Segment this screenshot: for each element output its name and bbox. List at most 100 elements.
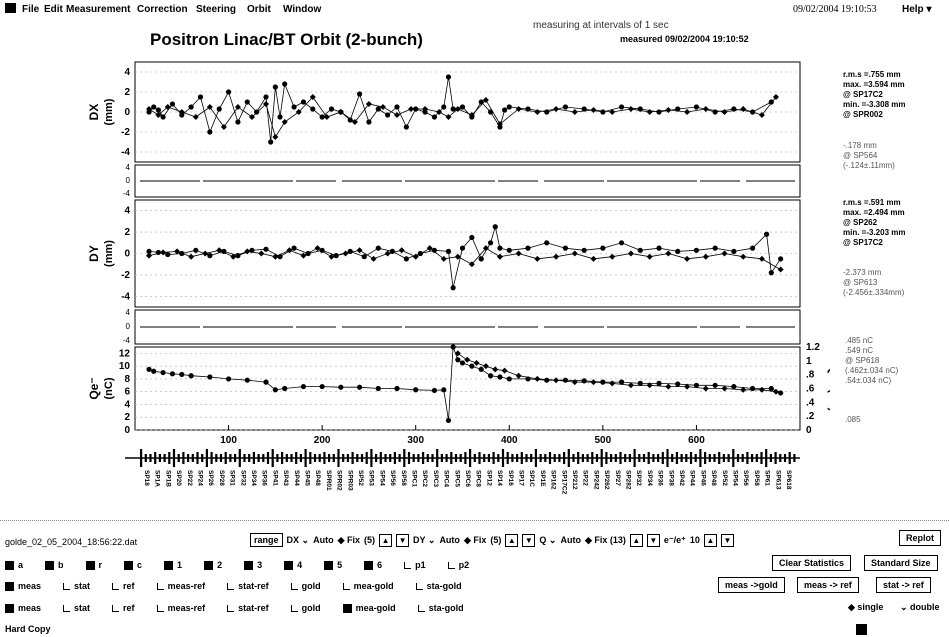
- dy-auto-radio[interactable]: Auto: [439, 535, 460, 545]
- ratio-up-button[interactable]: ▲: [703, 533, 717, 547]
- dy-down-button[interactable]: ▼: [522, 533, 536, 547]
- menu-orbit[interactable]: Orbit: [247, 4, 271, 15]
- bpm-label: SP18: [143, 470, 150, 486]
- data-point: [394, 104, 400, 110]
- menu-steering[interactable]: Steering: [196, 4, 237, 15]
- meas-ref-button[interactable]: meas -> ref: [797, 577, 859, 593]
- data-point: [164, 104, 171, 110]
- lattice-element: [257, 454, 260, 462]
- data-point: [445, 248, 452, 254]
- lattice-element: [464, 452, 467, 464]
- y-tick-label: 2: [124, 412, 130, 423]
- lattice-element: [614, 454, 617, 462]
- q-auto-radio[interactable]: Auto: [560, 535, 581, 545]
- dx-fix-radio[interactable]: ◆ Fix: [337, 534, 361, 545]
- menu-file[interactable]: File: [22, 4, 40, 15]
- checkbox-label: r: [98, 560, 103, 570]
- display2-checkbox-gold[interactable]: gold: [290, 603, 321, 613]
- menu-edit[interactable]: Edit: [44, 4, 63, 15]
- unchecked-icon: [342, 582, 350, 590]
- divider: [0, 520, 949, 521]
- clear-statistics-button[interactable]: Clear Statistics: [772, 555, 852, 571]
- dx-stats-extra: -.178 mm @ SP564 (-.124±.11mm): [843, 141, 895, 171]
- trace-checkbox-3[interactable]: 3: [244, 560, 262, 570]
- q-down-button[interactable]: ▼: [646, 533, 660, 547]
- y-tick-label: 2: [124, 227, 130, 238]
- trace-checkbox-1[interactable]: 1: [164, 560, 182, 570]
- display1-checkbox-mea-gold[interactable]: mea-gold: [342, 581, 394, 591]
- dy-select[interactable]: DY ⌄: [413, 534, 436, 545]
- dx-auto-radio[interactable]: Auto: [313, 535, 334, 545]
- data-point: [151, 368, 157, 374]
- trace-checkbox-4[interactable]: 4: [284, 560, 302, 570]
- trace-checkbox-r[interactable]: r: [85, 560, 103, 570]
- display1-checkbox-meas-ref[interactable]: meas-ref: [156, 581, 205, 591]
- data-point: [497, 374, 503, 380]
- data-point: [450, 285, 456, 291]
- display2-checkbox-ref[interactable]: ref: [112, 603, 135, 613]
- display1-checkbox-sta-gold[interactable]: sta-gold: [415, 581, 462, 591]
- lattice-element: [544, 454, 547, 462]
- data-point: [412, 253, 419, 260]
- standard-size-button[interactable]: Standard Size: [864, 555, 938, 571]
- menu-window[interactable]: Window: [283, 4, 322, 15]
- menu-measurement[interactable]: Measurement: [66, 4, 131, 15]
- display1-checkbox-stat-ref[interactable]: stat-ref: [227, 581, 269, 591]
- display1-checkbox-ref[interactable]: ref: [112, 581, 135, 591]
- bpm-label: SP28: [218, 470, 225, 486]
- strip-tick-label: 4: [126, 308, 131, 317]
- dy-up-button[interactable]: ▲: [505, 533, 519, 547]
- hardcopy-button[interactable]: Hard Copy: [5, 624, 51, 634]
- dx-down-button[interactable]: ▼: [396, 533, 410, 547]
- data-point: [627, 106, 634, 112]
- data-point: [515, 372, 522, 379]
- display2-checkbox-sta-gold[interactable]: sta-gold: [417, 603, 464, 613]
- data-point: [646, 253, 653, 260]
- trace-checkbox-a[interactable]: a: [5, 560, 23, 570]
- data-point: [758, 255, 765, 262]
- bpm-label: SP32: [635, 470, 642, 486]
- display-row-1: meas stat ref meas-ref stat-ref gold mea-gold s…: [5, 579, 484, 593]
- q-select[interactable]: Q ⌄: [539, 534, 557, 545]
- trace-checkbox-2[interactable]: 2: [204, 560, 222, 570]
- trace-checkbox-p2[interactable]: p2: [447, 560, 470, 570]
- display2-checkbox-stat[interactable]: stat: [63, 603, 90, 613]
- replot-button[interactable]: Replot: [899, 530, 941, 546]
- menu-correction[interactable]: Correction: [137, 4, 188, 15]
- single-radio[interactable]: ◆ single: [848, 602, 884, 612]
- dx-select[interactable]: DX ⌄: [286, 534, 310, 545]
- display2-checkbox-meas[interactable]: meas: [5, 603, 41, 613]
- trace-checkbox-5[interactable]: 5: [324, 560, 342, 570]
- display2-checkbox-mea-gold[interactable]: mea-gold: [342, 603, 396, 613]
- data-point: [179, 371, 185, 378]
- q-fix-radio[interactable]: ◆ Fix (13): [584, 534, 626, 545]
- display1-checkbox-gold[interactable]: gold: [290, 581, 321, 591]
- trace-checkbox-c[interactable]: c: [124, 560, 142, 570]
- trace-checkbox-6[interactable]: 6: [364, 560, 382, 570]
- data-point: [272, 84, 278, 90]
- trace-checkbox-p1[interactable]: p1: [404, 560, 426, 570]
- display2-checkbox-stat-ref[interactable]: stat-ref: [227, 603, 269, 613]
- data-point: [562, 377, 569, 383]
- panel-frame: [134, 346, 801, 431]
- data-point: [758, 386, 765, 393]
- lattice-element: [346, 454, 349, 462]
- ratio-down-button[interactable]: ▼: [720, 533, 734, 547]
- data-point: [590, 107, 597, 113]
- dx-up-button[interactable]: ▲: [379, 533, 393, 547]
- menu-help[interactable]: Help ▾: [902, 4, 932, 15]
- meas-gold-button[interactable]: meas ->gold: [718, 577, 785, 593]
- checkbox-label: p2: [458, 560, 470, 570]
- dy-fix-radio[interactable]: ◆ Fix: [463, 534, 487, 545]
- display2-checkbox-meas-ref[interactable]: meas-ref: [156, 603, 205, 613]
- stat-ref-button[interactable]: stat -> ref: [876, 577, 931, 593]
- checkbox-label: stat: [74, 581, 91, 591]
- display1-checkbox-stat[interactable]: stat: [63, 581, 90, 591]
- lattice-element: [591, 452, 594, 464]
- lattice-element: [285, 454, 288, 462]
- double-radio[interactable]: ⌄ double: [900, 602, 940, 612]
- q-up-button[interactable]: ▲: [629, 533, 643, 547]
- lattice-element: [553, 454, 556, 462]
- trace-checkbox-b[interactable]: b: [45, 560, 64, 570]
- display1-checkbox-meas[interactable]: meas: [5, 581, 41, 591]
